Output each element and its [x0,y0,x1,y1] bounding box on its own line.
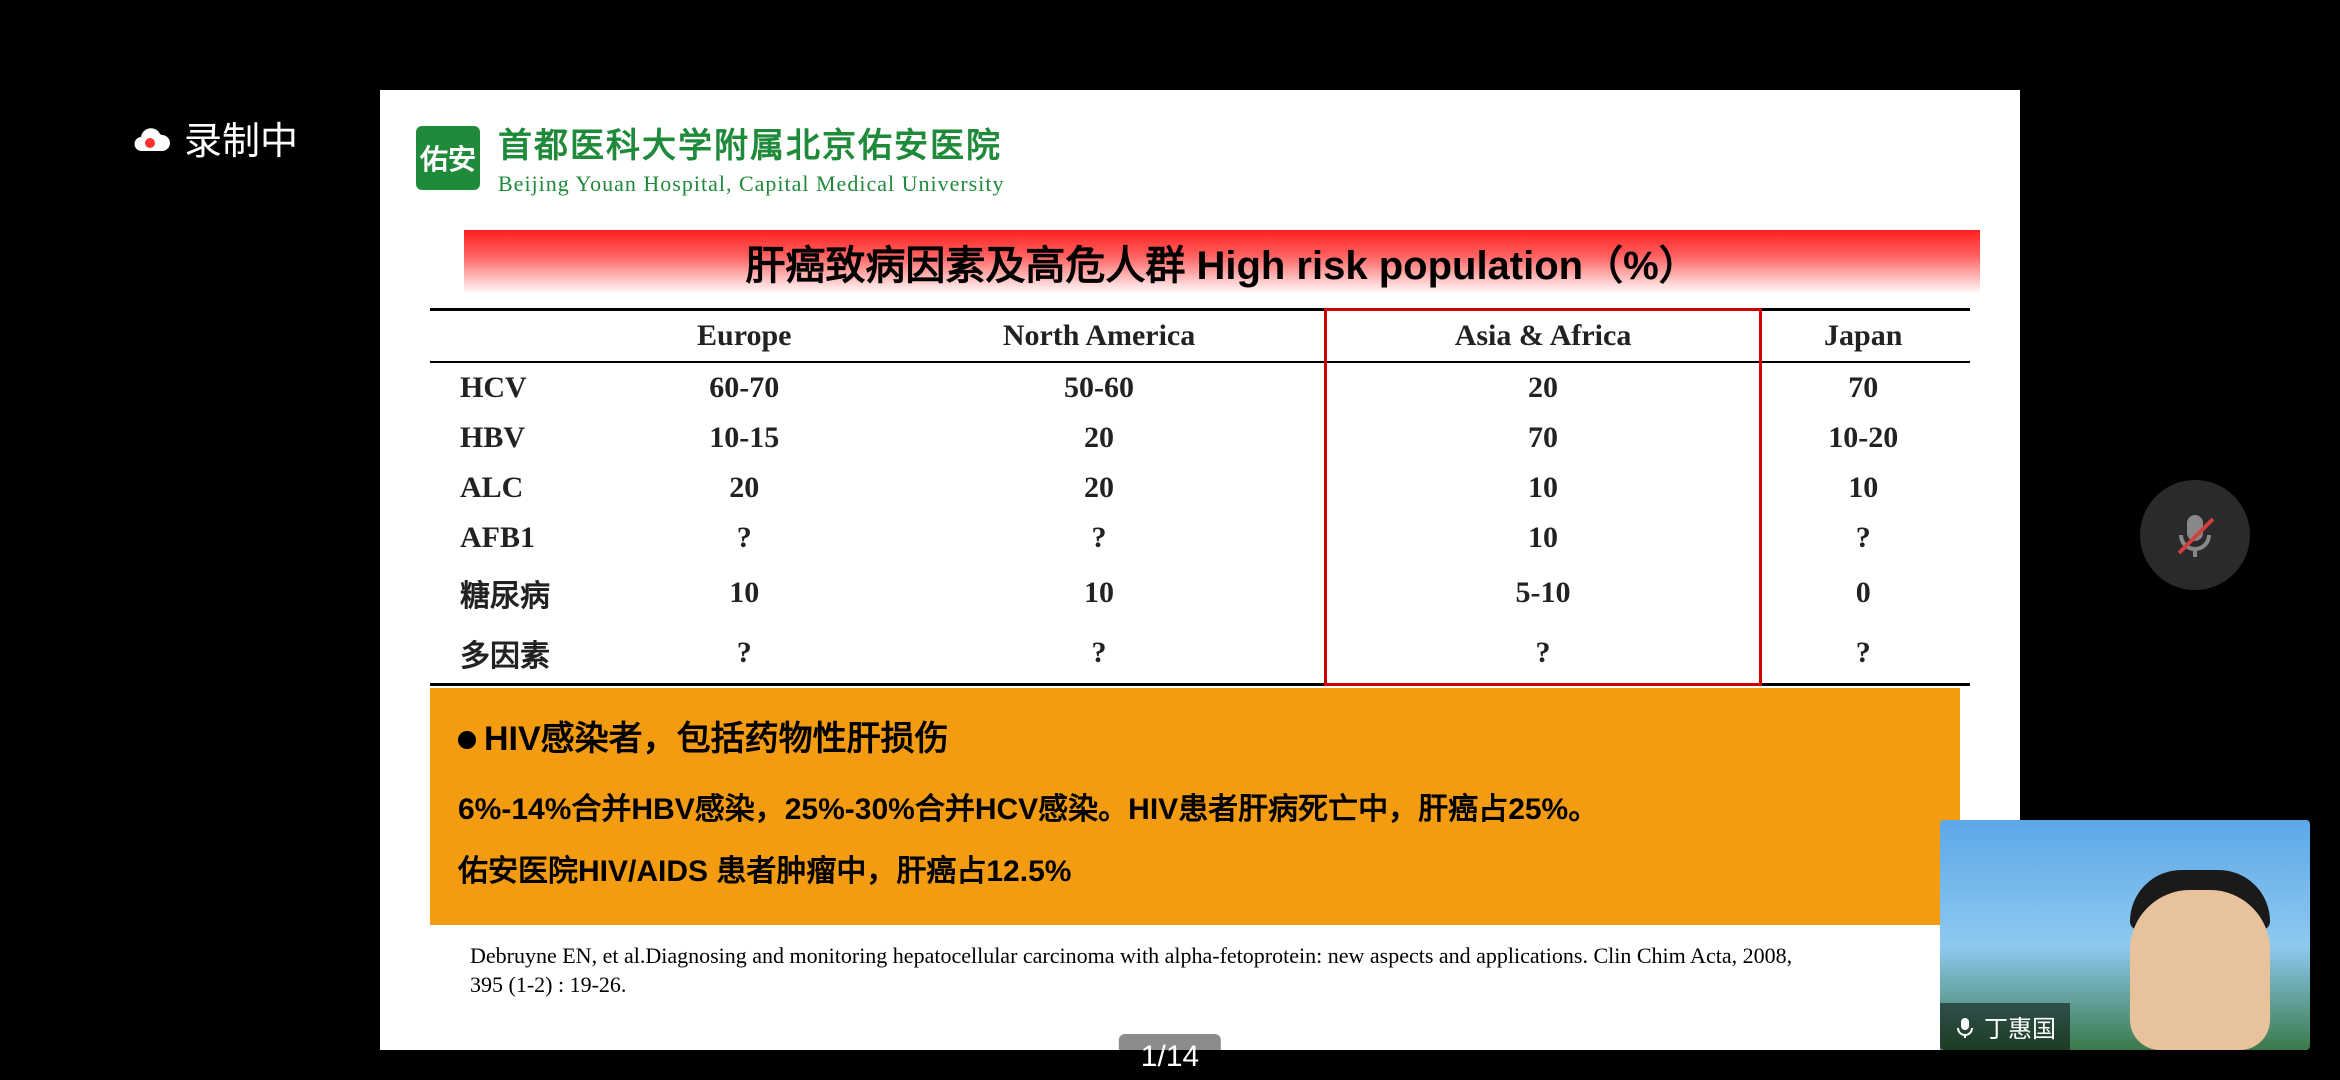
col-header: Japan [1756,310,1970,363]
mic-icon [1954,1016,1976,1038]
risk-factors-table: EuropeNorth AmericaAsia & AfricaJapanHCV… [430,308,1970,686]
row-label: ALC [430,463,620,513]
mic-muted-icon [2167,507,2223,563]
table-row: 多因素???? [430,623,1970,685]
presenter-name-label: 丁惠国 [1940,1003,2070,1050]
row-label-header [430,310,620,363]
presenter-video-tile[interactable]: 丁惠国 [1940,820,2310,1050]
hiv-panel-title: HIV感染者，包括药物性肝损伤 [458,710,1932,770]
slide-title: 肝癌致病因素及高危人群 High risk population（%） [464,230,1980,294]
table-row: HBV10-15207010-20 [430,413,1970,463]
data-cell: ? [868,623,1329,685]
hiv-info-panel: HIV感染者，包括药物性肝损伤 6%-14%合并HBV感染，25%-30%合并H… [430,688,1960,925]
col-header: North America [868,310,1329,363]
data-cell: 20 [868,413,1329,463]
recording-indicator: 录制中 [130,110,298,165]
data-cell: 70 [1330,413,1757,463]
page-counter: 1/14 [1119,1034,1221,1080]
hospital-name-cn: 首都医科大学附属北京佑安医院 [498,118,1004,167]
data-cell: 20 [868,463,1329,513]
data-cell: 60-70 [620,362,868,413]
data-cell: 5-10 [1330,563,1757,623]
data-cell: 10 [868,563,1329,623]
org-header: 佑安 首都医科大学附属北京佑安医院 Beijing Youan Hospital… [416,118,1004,197]
data-cell: ? [1756,513,1970,563]
table-row: AFB1??10? [430,513,1970,563]
table-row: HCV60-7050-602070 [430,362,1970,413]
data-cell: ? [620,623,868,685]
presentation-slide: 佑安 首都医科大学附属北京佑安医院 Beijing Youan Hospital… [380,90,2020,1050]
hiv-line-1: 6%-14%合并HBV感染，25%-30%合并HCV感染。HIV患者肝病死亡中，… [458,784,1932,837]
data-cell: ? [1756,623,1970,685]
data-cell: ? [620,513,868,563]
data-cell: 0 [1756,563,1970,623]
cloud-icon [130,122,170,154]
row-label: AFB1 [430,513,620,563]
hospital-name-en: Beijing Youan Hospital, Capital Medical … [498,171,1004,197]
data-cell: 10-15 [620,413,868,463]
row-label: 糖尿病 [430,563,620,623]
bullet-icon [458,731,476,749]
row-label: 多因素 [430,623,620,685]
data-cell: 50-60 [868,362,1329,413]
data-cell: ? [868,513,1329,563]
row-label: HBV [430,413,620,463]
citation-text: Debruyne EN, et al.Diagnosing and monito… [470,941,1820,1000]
data-cell: 10 [1330,463,1757,513]
data-cell: 10 [1330,513,1757,563]
data-cell: 10 [1756,463,1970,513]
data-cell: 10 [620,563,868,623]
table-row: ALC20201010 [430,463,1970,513]
hospital-logo: 佑安 [416,126,480,190]
data-cell: ? [1330,623,1757,685]
data-cell: 20 [620,463,868,513]
hiv-line-2: 佑安医院HIV/AIDS 患者肿瘤中，肝癌占12.5% [458,846,1932,899]
data-cell: 10-20 [1756,413,1970,463]
table-row: 糖尿病10105-100 [430,563,1970,623]
recording-label: 录制中 [184,110,298,165]
col-header: Asia & Africa [1330,310,1757,363]
data-cell: 20 [1330,362,1757,413]
row-label: HCV [430,362,620,413]
mute-mic-button[interactable] [2140,480,2250,590]
data-cell: 70 [1756,362,1970,413]
col-header: Europe [620,310,868,363]
